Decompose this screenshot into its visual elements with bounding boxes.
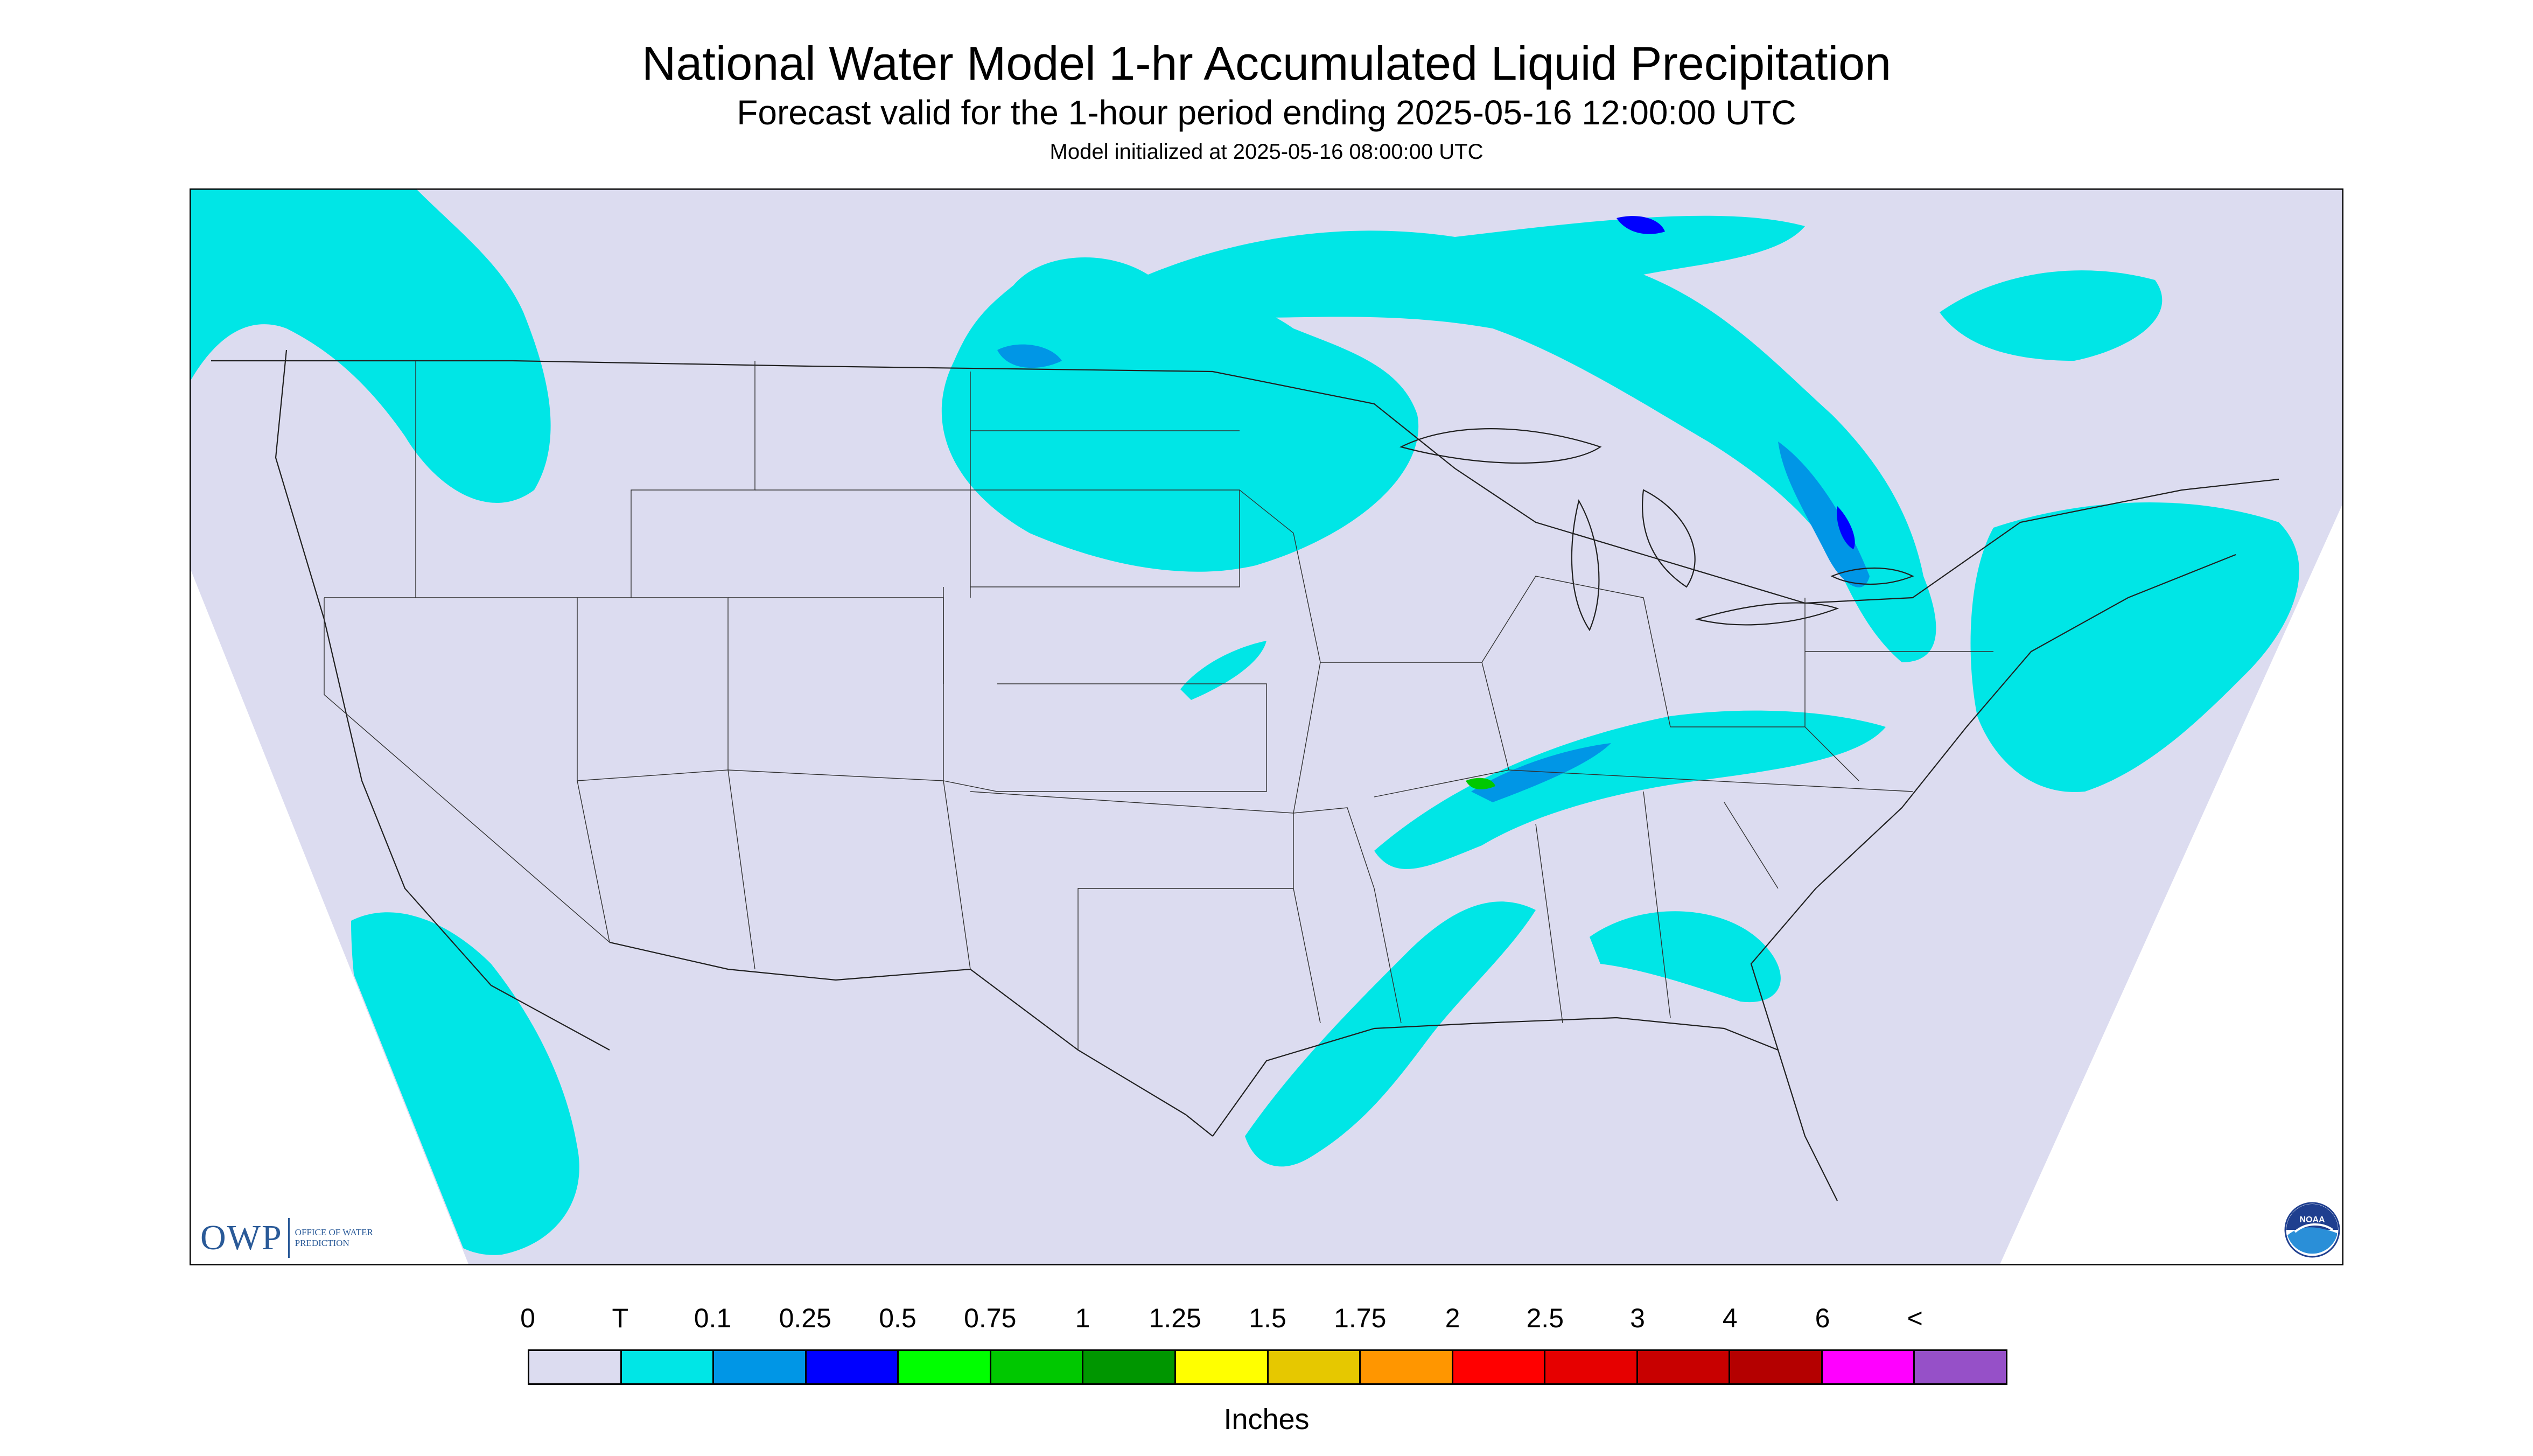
state-line-17 [1293,888,1321,1024]
state-line-10 [970,489,1240,587]
legend-tick-label: 1.75 [1334,1303,1387,1333]
precip-area-kansas-streak [1180,641,1266,700]
precip-area-southeast [1590,911,1781,1003]
legend-tick-label: 0 [520,1303,535,1333]
precip-area-moderate-5 [1617,216,1665,234]
owp-logo: OWP OFFICE OF WATER PREDICTION [200,1218,376,1258]
legend-tick-label: 1 [1075,1303,1090,1333]
state-line-9 [631,361,755,598]
state-line-22 [1643,791,1671,1018]
map-title: National Water Model 1-hr Accumulated Li… [641,37,1892,90]
legend-tick-label: 1.25 [1149,1303,1201,1333]
legend-swatch [1545,1351,1638,1383]
owp-logo-text: OFFICE OF WATER PREDICTION [295,1227,373,1248]
lake-michigan [1571,499,1600,632]
legend-colorbar [528,1349,2007,1385]
state-line-4 [577,597,729,781]
state-line-23 [1535,823,1563,1024]
legend-tick-label: 1.5 [1249,1303,1286,1333]
lake-erie [1695,602,1839,626]
legend-tick-label: 0.75 [964,1303,1017,1333]
east-coast [1750,554,2236,1051]
owp-logo-mark: OWP [200,1218,290,1258]
state-line-5 [727,597,944,781]
precip-area-ohio-valley [1374,710,1886,869]
legend-tick-label: 4 [1722,1303,1738,1333]
precip-area-moderate-3 [997,344,1062,368]
model-init-line: Model initialized at 2025-05-16 08:00:00… [1049,140,1484,164]
state-line-21 [1508,769,1913,792]
legend-swatch [1730,1351,1823,1383]
precip-area-gulf-coast [1245,901,1536,1167]
state-line-20 [1481,576,1671,727]
state-line-13 [943,683,1267,792]
precip-area-pacific-northwest [190,188,551,503]
state-lines [324,361,1993,1050]
legend-swatch [806,1351,899,1383]
domain-edge [190,500,2343,1265]
legend-swatch [621,1351,715,1383]
west-coast [275,349,610,1051]
map-border [190,188,2343,1265]
precip-area-moderate-4 [1837,506,1855,549]
precip-area-heavy-1 [1466,778,1495,789]
legend-tick-label: 2 [1445,1303,1460,1333]
precip-area-great-lakes-band [1148,215,1936,662]
us-canada-border [211,360,2279,604]
legend-tick-label: 3 [1630,1303,1645,1333]
legend-tick-label: 6 [1815,1303,1830,1333]
state-line-6 [727,769,755,970]
noaa-logo: NOAA [2284,1202,2340,1258]
legend-swatch [1638,1351,1731,1383]
legend-swatch [1453,1351,1546,1383]
state-line-7 [943,780,971,970]
legend-swatch [714,1351,807,1383]
map-subtitle: Forecast valid for the 1-hour period end… [737,93,1796,132]
precip-area-moderate-1 [1778,442,1870,587]
state-line-16 [1239,489,1321,814]
state-line-3 [416,597,610,943]
legend-swatch [899,1351,991,1383]
gulf-coast [1212,1017,1838,1201]
legend-swatch [1822,1351,1915,1383]
legend-swatch [1175,1351,1269,1383]
legend-tick-label: < [1907,1303,1923,1333]
precip-area-northeast [1970,502,2299,792]
legend-units: Inches [1223,1403,1310,1436]
precip-area-northern-plains [941,257,1419,572]
state-line-19 [1320,662,1509,797]
state-line-18 [1293,807,1402,1024]
precip-area-quebec [1940,270,2163,361]
legend-tick-label: T [612,1303,629,1333]
precipitation-map[interactable] [190,188,2343,1265]
legend-swatch [1361,1351,1453,1383]
legend-swatch [1915,1351,2006,1383]
legend-swatch [529,1351,622,1383]
legend-swatch [1268,1351,1361,1383]
lake-superior [1399,428,1602,464]
state-line-26 [1724,802,1779,889]
noaa-logo-text: NOAA [2299,1215,2325,1224]
legend-tick-label: 0.1 [694,1303,732,1333]
legend-tick-label: 0.25 [779,1303,831,1333]
lake-ontario [1830,567,1914,585]
legend-tick-label: 0.5 [879,1303,916,1333]
state-line-2 [324,598,610,943]
legend-tick-label: 2.5 [1526,1303,1564,1333]
precip-area-moderate-2 [1471,743,1611,802]
lake-huron [1642,489,1696,588]
legend-swatch [991,1351,1084,1383]
legend-swatch [1083,1351,1176,1383]
